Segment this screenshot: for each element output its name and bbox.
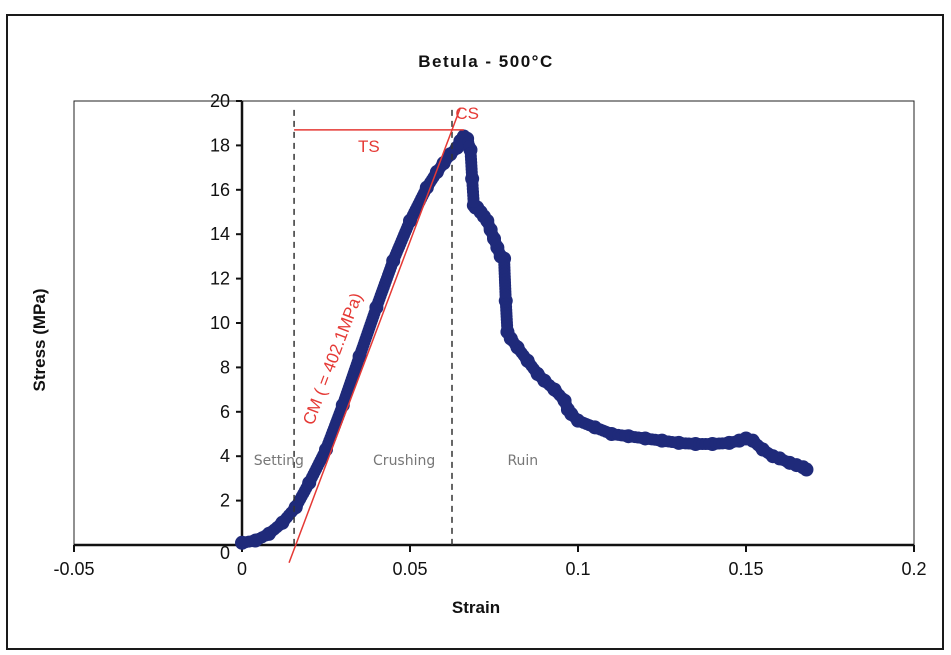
y-axis-label: Stress (MPa) [30,289,49,392]
x-tick-label: 0.2 [901,559,926,579]
y-tick-label: 16 [210,180,230,200]
x-tick-label: 0.05 [392,559,427,579]
y-tick-label: 6 [220,402,230,422]
y-tick-label: 2 [220,491,230,511]
stress-strain-chart: Betula - 500°C -0.05 0 0.05 0.1 0.15 0.2 0 2 4 6 8… [30,52,927,617]
x-tick-label: 0.15 [728,559,763,579]
ts-label: TS [358,137,380,156]
x-axis-label: Strain [452,598,500,617]
y-tick-label: 12 [210,269,230,289]
y-tick-label: 18 [210,135,230,155]
y-tick-label: 14 [210,224,230,244]
data-point-fill [793,460,806,473]
y-tick-label: 20 [210,91,230,111]
data-points [235,129,814,550]
x-tick-label: -0.05 [53,559,94,579]
phase-label: Crushing [373,453,435,469]
cs-label: CS [455,104,479,123]
y-tick-label: 4 [220,446,230,466]
y-tick-label: 10 [210,313,230,333]
data-point-fill [452,138,465,151]
data-point-fill [467,196,480,209]
phase-label: Setting [254,453,304,469]
cm-tangent-line [288,107,462,564]
chart-title: Betula - 500°C [418,52,554,71]
x-tick-label: 0.1 [565,559,590,579]
y-tick-label: 0 [220,543,230,563]
data-point-fill [560,400,573,413]
chart-frame: Betula - 500°C -0.05 0 0.05 0.1 0.15 0.2 0 2 4 6 8… [6,14,944,650]
plot-area-border [73,100,915,546]
axes: -0.05 0 0.05 0.1 0.15 0.2 0 2 4 6 8 10 12 14 16 18 20 [53,91,926,579]
phase-label: Ruin [507,453,538,469]
x-tick-label: 0 [237,559,247,579]
y-tick-label: 8 [220,357,230,377]
